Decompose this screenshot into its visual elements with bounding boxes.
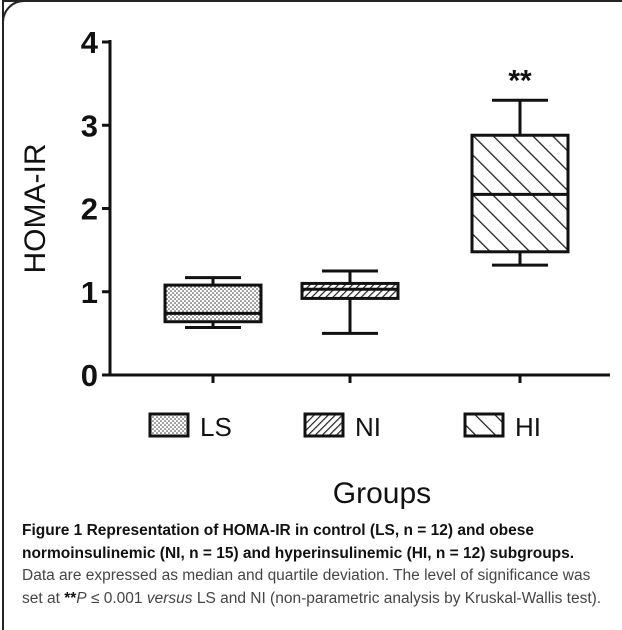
caption-text-2: ≤ 0.001: [86, 589, 147, 607]
legend-swatch-ni: [303, 412, 345, 438]
figure-caption: Figure 1 Representation of HOMA-IR in co…: [22, 520, 607, 610]
caption-sig-stars: **: [64, 589, 77, 607]
caption-figure-label: Figure 1: [22, 522, 83, 539]
y-tick-label-2: 2: [81, 192, 98, 227]
legend-label-ni: NI: [355, 412, 381, 442]
x-axis-label: Groups: [333, 477, 431, 510]
legend-entry-ls: LS: [148, 412, 232, 442]
legend-label-hi: HI: [515, 412, 541, 442]
y-tick-label-3: 3: [81, 108, 98, 143]
box-plot-chart: 0 1 2 3 4 ** LS NI HI HOMA-IR Groups: [19, 25, 610, 510]
legend-label-ls: LS: [200, 412, 232, 442]
boxes-layer: **: [163, 64, 570, 335]
frame-left-border: [2, 0, 4, 630]
box-group-hi: [470, 98, 570, 267]
legend-entry-ni: NI: [303, 412, 381, 442]
legend-layer: LS NI HI: [148, 412, 541, 442]
caption-sig-p: P: [76, 589, 87, 607]
frame-top-border: [2, 0, 622, 2]
legend-entry-hi: HI: [463, 412, 541, 442]
caption-text-1: Data are expressed as median and quartil…: [22, 567, 591, 607]
y-tick-label-4: 4: [81, 25, 99, 60]
legend-swatch-ls: [148, 412, 190, 438]
y-axis-label: HOMA-IR: [19, 144, 52, 274]
box-ni: [300, 281, 400, 300]
significance-annotation-0: **: [508, 64, 532, 97]
y-tick-label-1: 1: [81, 275, 98, 310]
caption-text-3: LS and NI (non-parametric analysis by Kr…: [192, 589, 602, 607]
caption-versus: versus: [146, 589, 193, 607]
axes-layer: 0 1 2 3 4: [81, 25, 610, 393]
box-group-ni: [300, 269, 400, 335]
box-group-ls: [163, 276, 263, 330]
legend-swatch-hi: [463, 412, 505, 438]
box-ls: [163, 283, 263, 324]
y-tick-label-0: 0: [81, 358, 98, 393]
caption-title: Representation of HOMA-IR in control (LS…: [22, 522, 575, 562]
